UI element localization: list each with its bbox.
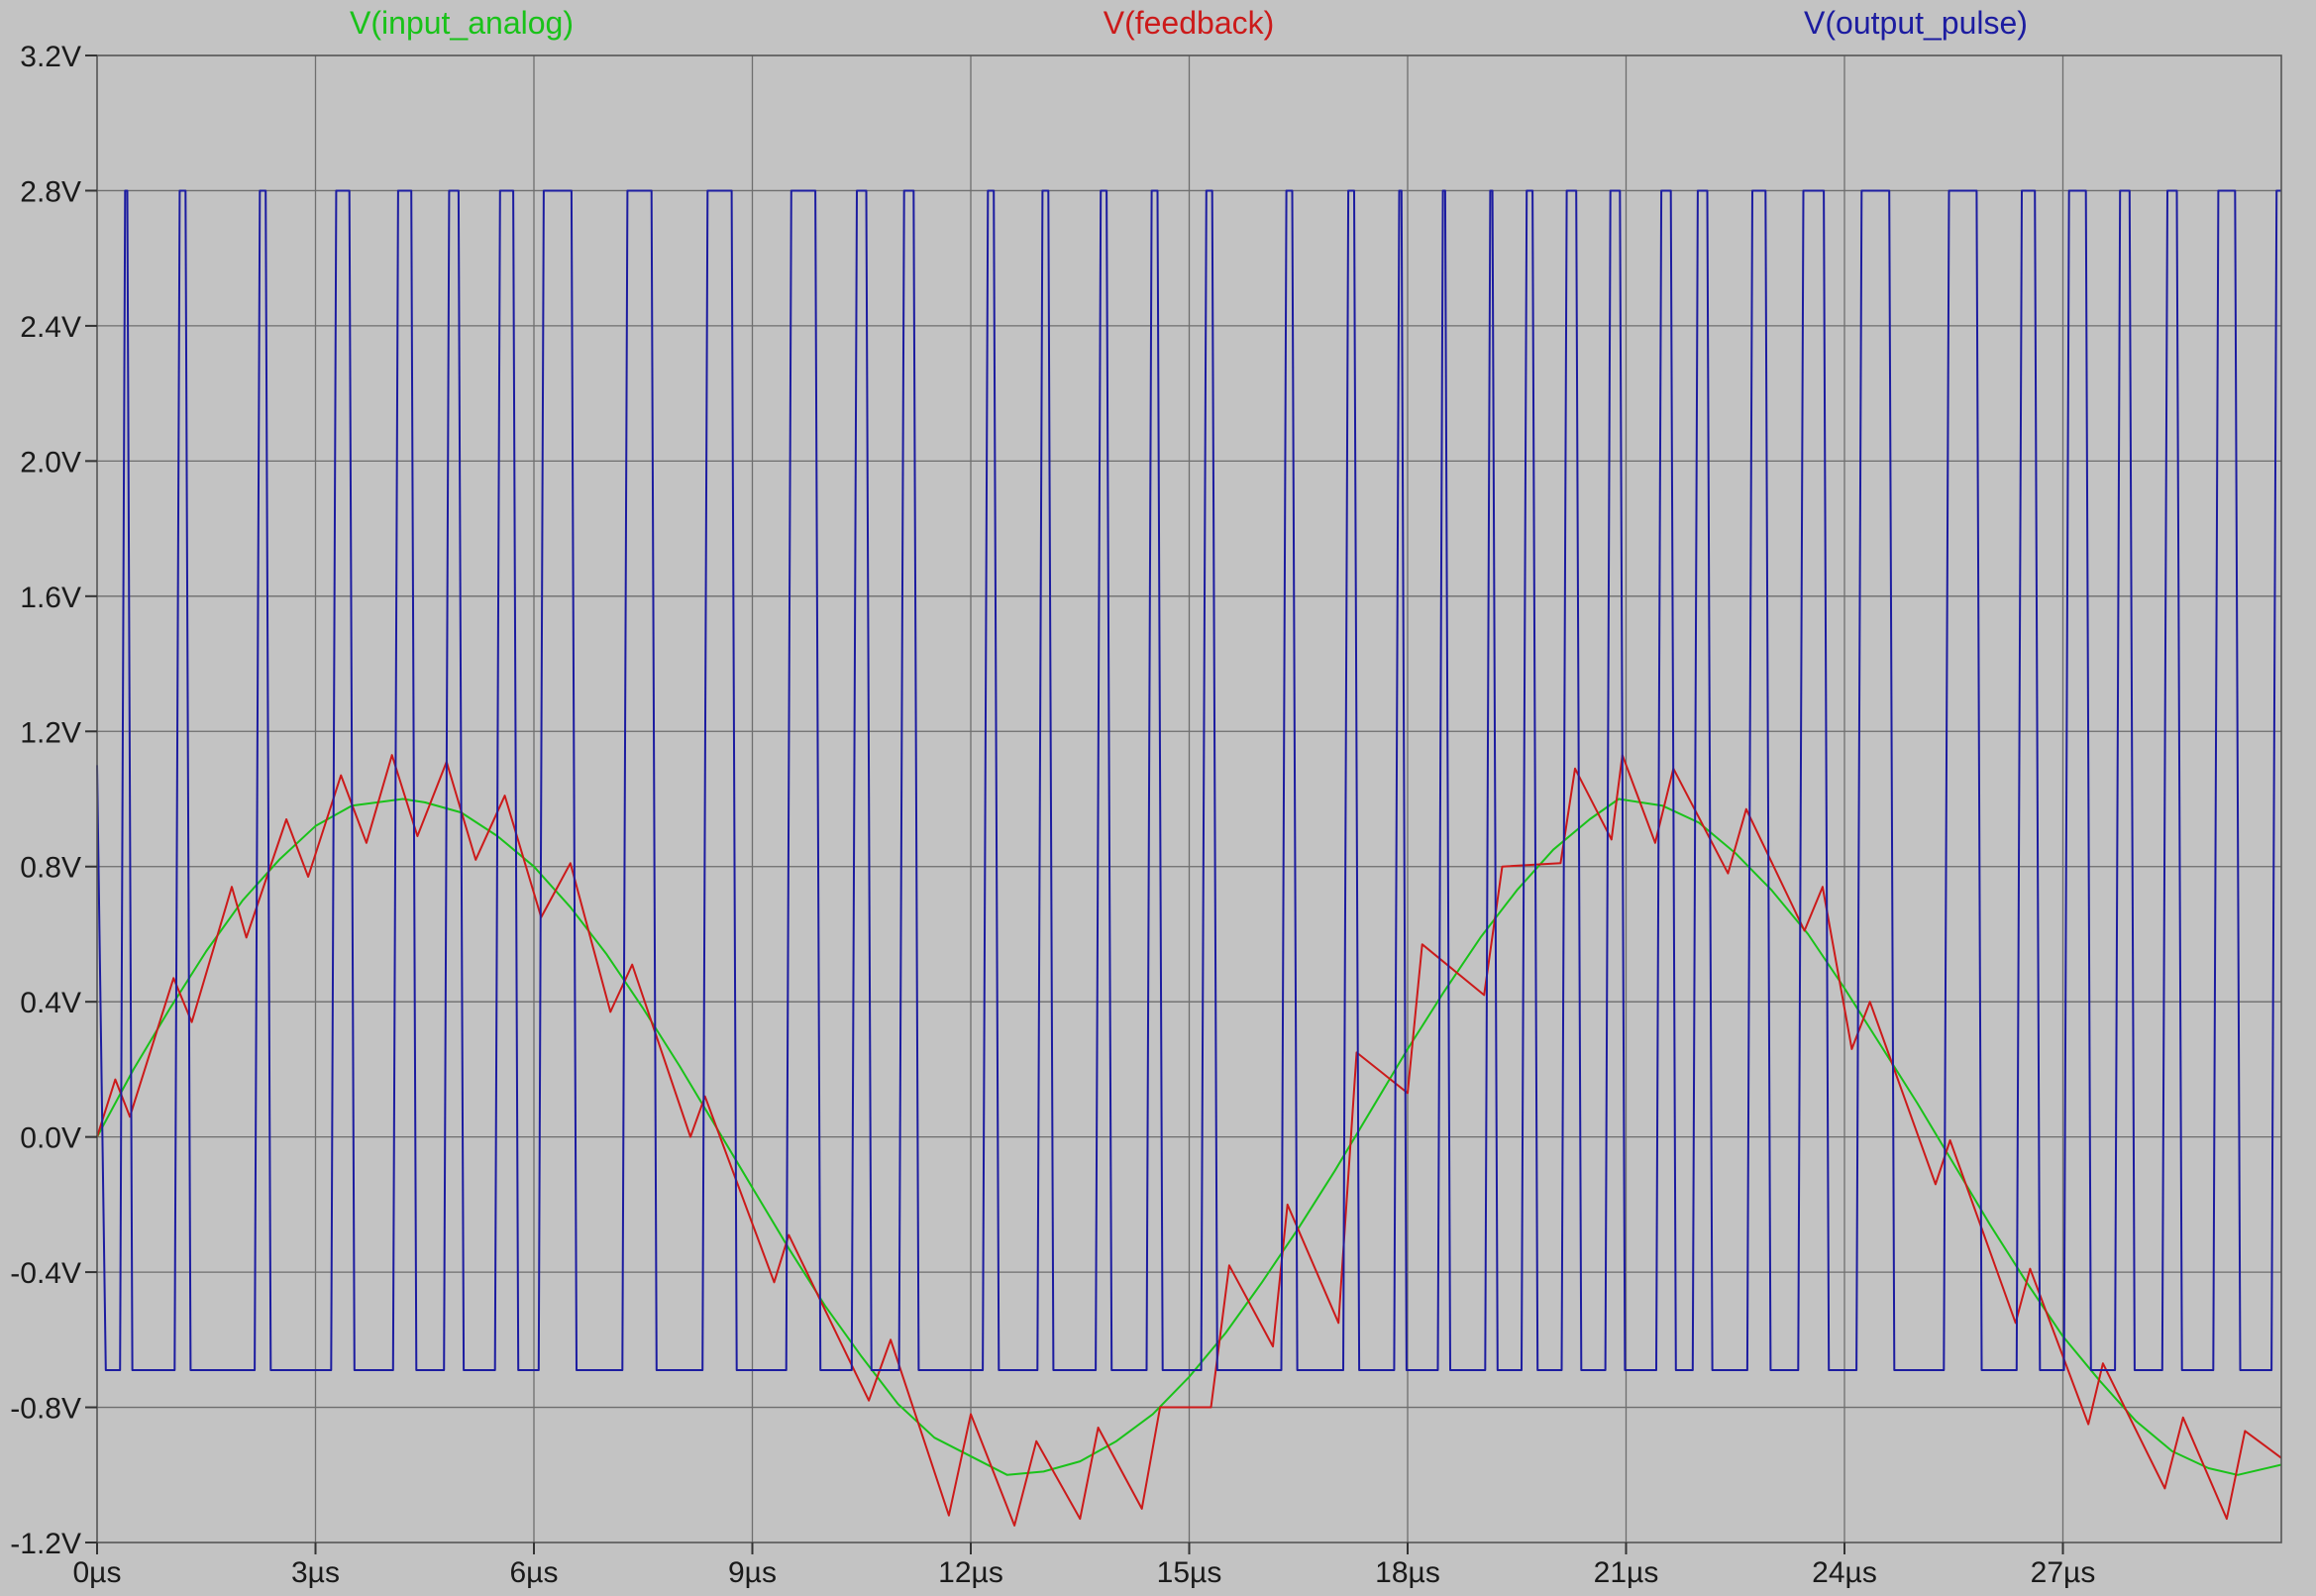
series-traces xyxy=(96,189,2282,1527)
y-tick-label: 0.4V xyxy=(20,987,81,1019)
x-tick-label: 24µs xyxy=(1812,1556,1877,1589)
y-tick-label: -1.2V xyxy=(10,1528,81,1560)
x-tick-label: 18µs xyxy=(1375,1556,1440,1589)
y-tick-label: 1.6V xyxy=(20,582,81,614)
y-tick-label: 3.2V xyxy=(20,41,81,73)
x-tick-label: 12µs xyxy=(938,1556,1003,1589)
x-tick-label: 21µs xyxy=(1594,1556,1659,1589)
y-tick-label: 1.2V xyxy=(20,716,81,749)
y-tick-label: 0.0V xyxy=(20,1122,81,1155)
axes: 3.2V 2.8V 2.4V 2.0V 1.6V 1.2V 0.8V 0.4V 0.0V -0.4… xyxy=(10,41,2282,1589)
x-tick-label: 27µs xyxy=(2031,1556,2096,1589)
series-line-v-feedback xyxy=(96,754,2282,1527)
legend-label[interactable]: V(output_pulse) xyxy=(1804,5,2028,41)
y-tick-label: 0.8V xyxy=(20,852,81,885)
legend-label[interactable]: V(input_analog) xyxy=(350,5,574,41)
y-tick-label: 2.4V xyxy=(20,311,81,344)
x-tick-label: 0µs xyxy=(73,1556,122,1589)
series-line-v-input-analog xyxy=(96,798,2282,1476)
x-tick-label: 15µs xyxy=(1157,1556,1222,1589)
y-tick-label: 2.0V xyxy=(20,446,81,479)
x-tick-label: 3µs xyxy=(291,1556,340,1589)
y-tick-label: -0.4V xyxy=(10,1257,81,1290)
y-tick-label: 2.8V xyxy=(20,175,81,208)
series-line-v-output-pulse xyxy=(96,189,2281,1371)
legend-label[interactable]: V(feedback) xyxy=(1104,5,1275,41)
x-tick-label: 6µs xyxy=(510,1556,559,1589)
legend: V(input_analog) V(feedback) V(output_pulse… xyxy=(350,5,2028,41)
y-tick-label: -0.8V xyxy=(10,1393,81,1426)
grid-lines xyxy=(97,55,2281,1543)
x-tick-label: 9µs xyxy=(728,1556,777,1589)
